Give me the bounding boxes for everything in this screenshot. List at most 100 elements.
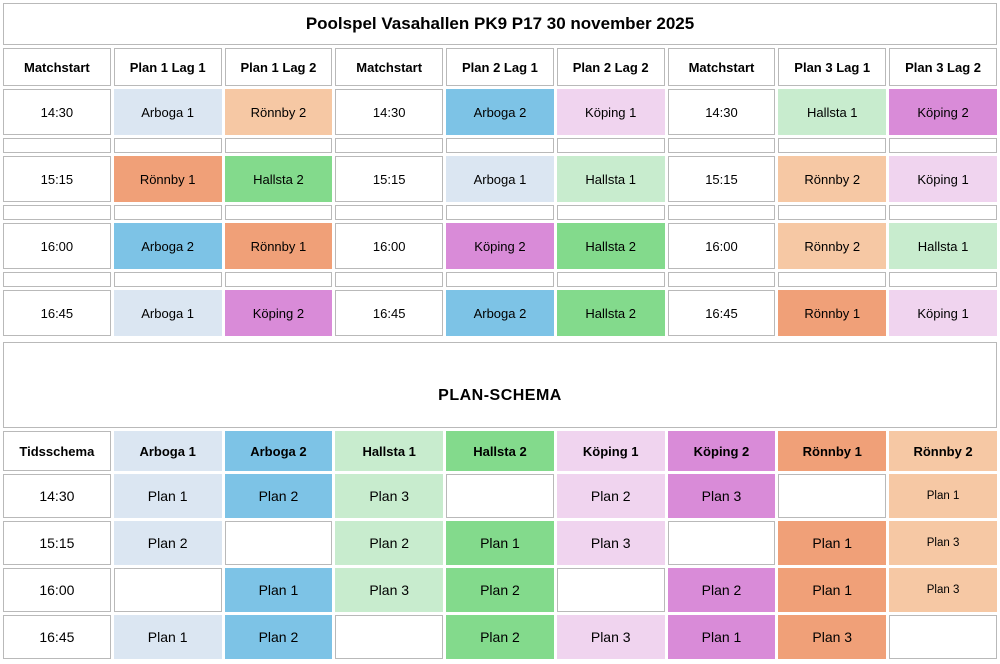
spacer-cell — [224, 205, 333, 220]
team-cell: Hallsta 2 — [556, 290, 665, 336]
plan-table: PLAN-SCHEMA Tidsschema Arboga 1 Arboga 2 Ha… — [0, 339, 1000, 662]
plan-cell: Plan 2 — [224, 474, 333, 518]
team-cell: Hallsta 2 — [556, 223, 665, 269]
match-row: 14:30 Arboga 1 Rönnby 2 14:30 Arboga 2 Köping… — [3, 89, 997, 135]
team-cell: Rönnby 1 — [778, 290, 887, 336]
match-header-cell: Matchstart — [3, 48, 111, 86]
plan-row: 14:30 Plan 1 Plan 2 Plan 3 Plan 2 Plan 3 Plan … — [3, 474, 997, 518]
time-cell: 16:45 — [3, 615, 111, 659]
plan-cell: Plan 1 — [778, 568, 887, 612]
plan-cell: Plan 3 — [778, 615, 887, 659]
time-cell: 15:15 — [335, 156, 444, 202]
time-cell: 14:30 — [3, 474, 111, 518]
team-cell: Rönnby 1 — [113, 156, 222, 202]
team-cell: Hallsta 1 — [778, 89, 887, 135]
team-cell: Rönnby 2 — [778, 223, 887, 269]
plan-schema-heading: PLAN-SCHEMA — [3, 342, 997, 428]
plan-cell: Plan 2 — [446, 615, 554, 659]
plan-cell: Plan 3 — [556, 521, 665, 565]
team-cell: Arboga 2 — [113, 223, 222, 269]
spacer-cell — [778, 205, 887, 220]
spacer-cell — [446, 205, 554, 220]
time-cell: 16:45 — [335, 290, 444, 336]
plan-empty-cell — [556, 568, 665, 612]
match-header-cell: Plan 1 Lag 1 — [113, 48, 222, 86]
plan-header-team: Rönnby 1 — [778, 431, 887, 471]
time-cell: 15:15 — [3, 521, 111, 565]
team-cell: Hallsta 1 — [556, 156, 665, 202]
plan-cell: Plan 2 — [113, 521, 222, 565]
match-row: 16:45 Arboga 1 Köping 2 16:45 Arboga 2 Hallst… — [3, 290, 997, 336]
plan-row: 16:45 Plan 1 Plan 2 Plan 2 Plan 3 Plan 1 Plan … — [3, 615, 997, 659]
time-cell: 16:00 — [335, 223, 444, 269]
spacer-cell — [889, 138, 997, 153]
spacer-cell — [556, 138, 665, 153]
plan-schema-heading-row: PLAN-SCHEMA — [3, 342, 997, 428]
spacer-cell — [3, 272, 111, 287]
spacer-cell — [889, 205, 997, 220]
team-cell: Rönnby 2 — [224, 89, 333, 135]
time-cell: 16:00 — [3, 223, 111, 269]
plan-header-row: Tidsschema Arboga 1 Arboga 2 Hallsta 1 Halls… — [3, 431, 997, 471]
plan-cell: Plan 1 — [667, 615, 776, 659]
time-cell: 14:30 — [3, 89, 111, 135]
plan-header-team: Köping 1 — [556, 431, 665, 471]
plan-cell: Plan 3 — [335, 568, 444, 612]
page-title: Poolspel Vasahallen PK9 P17 30 november … — [3, 3, 997, 45]
plan-empty-cell — [889, 615, 997, 659]
match-header-cell: Plan 1 Lag 2 — [224, 48, 333, 86]
plan-cell: Plan 3 — [335, 474, 444, 518]
plan-cell: Plan 1 — [778, 521, 887, 565]
spacer-cell — [778, 272, 887, 287]
plan-cell: Plan 1 — [224, 568, 333, 612]
match-header-cell: Plan 2 Lag 1 — [446, 48, 554, 86]
match-table: Poolspel Vasahallen PK9 P17 30 november … — [3, 3, 997, 336]
spacer-cell — [335, 205, 444, 220]
team-cell: Köping 2 — [224, 290, 333, 336]
plan-cell: Plan 1 — [889, 474, 997, 518]
team-cell: Arboga 2 — [446, 290, 554, 336]
spacer-cell — [335, 272, 444, 287]
plan-empty-cell — [446, 474, 554, 518]
plan-empty-cell — [778, 474, 887, 518]
team-cell: Arboga 1 — [446, 156, 554, 202]
spacer-cell — [667, 272, 776, 287]
match-header-cell: Matchstart — [667, 48, 776, 86]
plan-cell: Plan 1 — [113, 474, 222, 518]
plan-cell: Plan 3 — [889, 568, 997, 612]
plan-header-team: Hallsta 1 — [335, 431, 444, 471]
spacer-cell — [224, 272, 333, 287]
spacer-cell — [446, 272, 554, 287]
spacer-row — [3, 205, 997, 220]
team-cell: Köping 1 — [889, 156, 997, 202]
team-cell: Köping 1 — [556, 89, 665, 135]
time-cell: 15:15 — [3, 156, 111, 202]
plan-cell: Plan 2 — [224, 615, 333, 659]
spacer-cell — [556, 272, 665, 287]
team-cell: Köping 2 — [446, 223, 554, 269]
plan-cell: Plan 1 — [446, 521, 554, 565]
match-header-row: Matchstart Plan 1 Lag 1 Plan 1 Lag 2 Matchs… — [3, 48, 997, 86]
spacer-row — [3, 272, 997, 287]
plan-cell: Plan 3 — [667, 474, 776, 518]
plan-cell: Plan 2 — [667, 568, 776, 612]
plan-header-time: Tidsschema — [3, 431, 111, 471]
team-cell: Hallsta 1 — [889, 223, 997, 269]
match-header-cell: Plan 3 Lag 1 — [778, 48, 887, 86]
plan-cell: Plan 2 — [556, 474, 665, 518]
plan-empty-cell — [113, 568, 222, 612]
time-cell: 14:30 — [667, 89, 776, 135]
plan-row: 16:00 Plan 1 Plan 3 Plan 2 Plan 2 Plan 1 Plan … — [3, 568, 997, 612]
spacer-cell — [335, 138, 444, 153]
spacer-cell — [778, 138, 887, 153]
plan-row: 15:15 Plan 2 Plan 2 Plan 1 Plan 3 Plan 1 Plan … — [3, 521, 997, 565]
plan-header-team: Köping 2 — [667, 431, 776, 471]
team-cell: Rönnby 1 — [224, 223, 333, 269]
team-cell: Köping 2 — [889, 89, 997, 135]
plan-cell: Plan 1 — [113, 615, 222, 659]
team-cell: Arboga 1 — [113, 290, 222, 336]
plan-cell: Plan 2 — [446, 568, 554, 612]
plan-header-team: Rönnby 2 — [889, 431, 997, 471]
spacer-cell — [113, 138, 222, 153]
team-cell: Arboga 1 — [113, 89, 222, 135]
